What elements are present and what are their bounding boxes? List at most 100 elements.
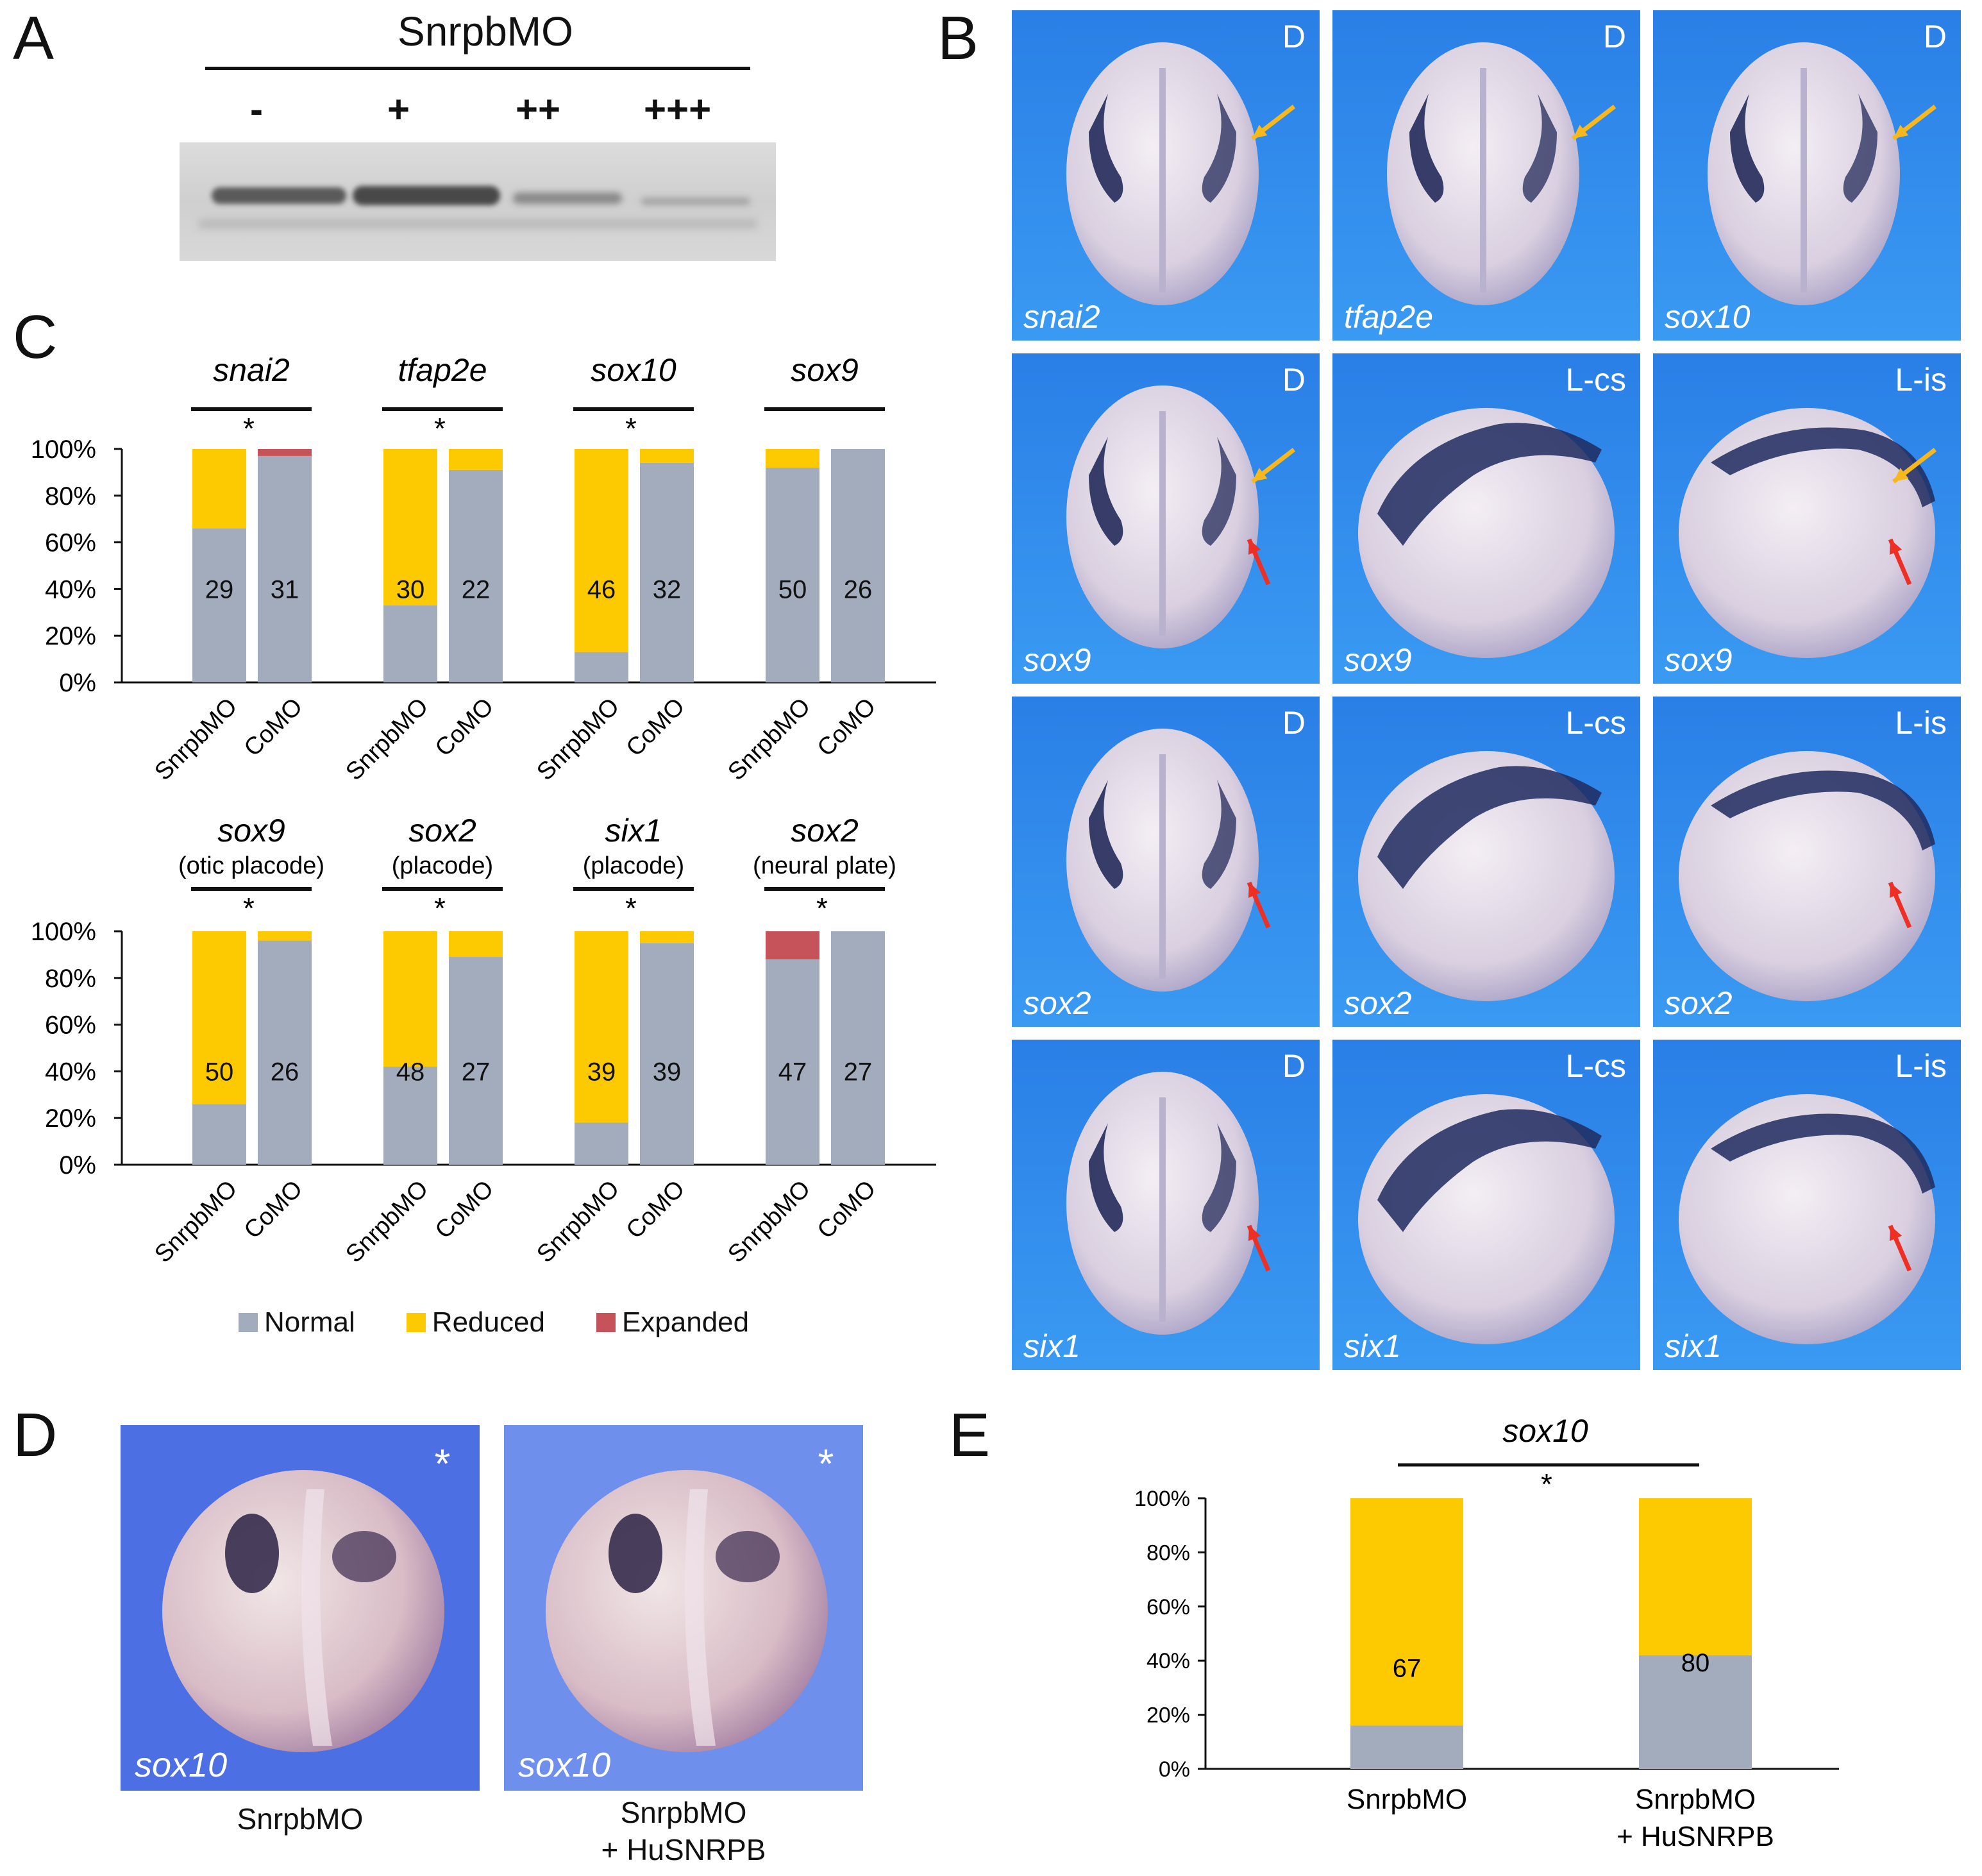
embryo [1679,408,1935,658]
stain-region [225,1514,279,1593]
bar-segment-expanded [258,449,312,456]
significance-mark: * [625,892,637,925]
bar-category-label: SnrpbMO [340,1175,433,1268]
bar-segment-normal [831,449,885,682]
bar-segment-normal [258,455,312,682]
dose-label-3: ++ [516,88,561,131]
bar-segment-reduced [640,931,694,943]
group-gene-label: snai2 [213,352,290,388]
neural-tube [685,1489,716,1746]
bar-category-label: CoMO [812,1175,881,1244]
stain-region [1089,437,1123,546]
gene-label: sox10 [1665,299,1751,335]
bar-segment-reduced [575,449,628,652]
bar-category-label: SnrpbMO [723,693,816,786]
panel-b-letter: B [937,4,979,72]
panel-d-caption-2-line2: + HuSNRPB [601,1832,766,1866]
y-tick-label: 20% [45,622,96,650]
panel-d-letter: D [13,1401,58,1469]
bar-segment-normal [1350,1725,1463,1769]
gene-label: sox9 [1023,642,1091,678]
y-tick-label: 60% [45,1011,96,1040]
bar-category-label: SnrpbMO [340,693,433,786]
panel-c-letter: C [13,303,58,371]
bar-category-label: CoMO [239,693,308,761]
y-tick-label: 0% [59,669,96,697]
view-label: D [1282,362,1306,398]
panel-e-title: sox10 [1502,1413,1588,1449]
view-label: L-is [1895,1048,1947,1084]
bar-segment-normal [640,462,694,682]
y-tick-label: 100% [31,918,96,946]
bar-n-label: 26 [844,575,873,604]
embryo [1679,751,1935,1001]
legend-label-expanded: Expanded [621,1306,750,1338]
view-label: L-is [1895,705,1947,741]
gene-label: sox2 [1023,985,1091,1021]
bar-n-label: 22 [462,575,491,604]
yellow-arrow-icon [1892,105,1937,140]
blot-lower-band [199,219,757,228]
bar-n-label: 80 [1681,1649,1710,1677]
legend-swatch-reduced [406,1313,426,1332]
panel-e-letter: E [949,1401,991,1469]
gene-label: sox10 [135,1746,227,1784]
gene-label: sox9 [1665,642,1733,678]
bar-segment-normal [449,469,503,682]
bar-category-label: CoMO [621,1175,690,1244]
view-label: D [1282,705,1306,741]
bar-segment-normal [766,959,819,1165]
panel-d-caption-2: SnrpbMO + HuSNRPB [504,1795,863,1868]
significance-mark: * [243,412,255,445]
stain-region [1843,94,1877,203]
bar-n-label: 46 [587,575,616,604]
bar-n-label: 50 [778,575,807,604]
view-label: D [1282,19,1306,55]
group-subtitle-label: (placode) [583,852,684,879]
y-tick-label: 100% [1134,1487,1190,1511]
rescue-embryo-tile: * sox10 [121,1425,480,1791]
group-gene-label: sox2 [791,813,859,849]
group-subtitle-label: (placode) [392,852,493,879]
bar-category-label: SnrpbMO [532,693,625,786]
bar-segment-reduced [383,449,437,605]
gene-label: six1 [1023,1328,1080,1364]
y-tick-label: 80% [1146,1541,1190,1565]
panel-d-caption-1: SnrpbMO [121,1801,480,1838]
panel-c-bottom-chart: 100% 80% 60% 40% 20% 0% sox9 (otic placode) * 50 S… [31,813,936,1268]
red-arrow-icon [1888,1224,1912,1272]
bar-segment-reduced [766,449,819,468]
y-tick-label: 40% [1146,1649,1190,1673]
blot-band-3 [513,192,622,204]
bar-segment-normal [831,931,885,1165]
bar-segment-normal [258,940,312,1165]
y-tick-label: 20% [45,1104,96,1133]
panel-c-legend: Normal Reduced Expanded [239,1306,750,1338]
bar-n-label: 39 [587,1058,616,1086]
view-label: D [1603,19,1626,55]
bar-n-label: 30 [396,575,425,604]
bar-category-label: SnrpbMO [1635,1784,1756,1815]
bar-category-label: CoMO [430,693,499,761]
y-tick-label: 0% [59,1151,96,1179]
bar-segment-normal [383,1067,437,1165]
significance-mark: * [816,892,828,925]
bar-category-label: SnrpbMO [723,1175,816,1268]
bar-segment-normal [575,652,628,682]
bar-n-label: 67 [1393,1655,1422,1683]
yellow-arrow-icon [1571,105,1617,140]
bar-n-label: 32 [653,575,682,604]
y-tick-label: 100% [31,435,96,464]
bar-n-label: 48 [396,1058,425,1086]
bar-n-label: 27 [844,1058,873,1086]
bar-segment-normal [766,468,819,682]
panel-a-title: SnrpbMO [398,8,573,55]
bar-segment-reduced [449,931,503,958]
view-label: L-is [1895,362,1947,398]
stain-region [1089,94,1123,203]
stain-region [1711,427,1935,507]
